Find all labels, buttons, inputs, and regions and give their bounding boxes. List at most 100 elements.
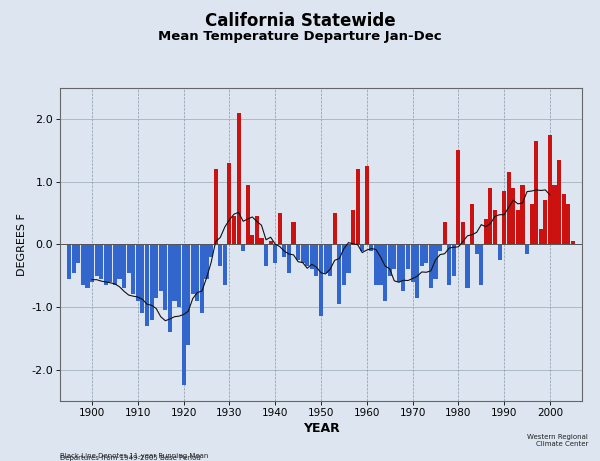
Bar [502, 191, 506, 244]
Bar [85, 244, 89, 288]
Bar [365, 166, 369, 244]
Bar [392, 244, 397, 269]
Bar [466, 244, 470, 288]
Bar [118, 244, 122, 279]
Bar [557, 160, 561, 244]
Bar [149, 244, 154, 319]
Bar [200, 244, 204, 313]
Bar [296, 244, 300, 260]
Bar [493, 210, 497, 244]
Bar [452, 244, 456, 276]
Bar [461, 222, 465, 244]
Bar [227, 163, 232, 244]
Bar [214, 169, 218, 244]
Bar [305, 244, 310, 266]
Bar [283, 244, 286, 257]
Bar [539, 229, 543, 244]
Bar [314, 244, 319, 276]
Bar [109, 244, 112, 282]
Bar [475, 244, 479, 254]
Bar [566, 204, 571, 244]
Bar [122, 244, 126, 288]
Bar [90, 244, 94, 282]
Bar [323, 244, 328, 272]
Bar [360, 244, 364, 251]
Bar [530, 204, 533, 244]
Bar [273, 244, 277, 263]
Bar [443, 222, 446, 244]
X-axis label: YEAR: YEAR [302, 422, 340, 435]
Bar [81, 244, 85, 285]
Bar [548, 135, 552, 244]
Bar [346, 244, 350, 272]
Bar [259, 238, 263, 244]
Bar [245, 185, 250, 244]
Bar [127, 244, 131, 272]
Bar [571, 241, 575, 244]
Bar [516, 210, 520, 244]
Bar [401, 244, 406, 291]
Y-axis label: DEGREES F: DEGREES F [17, 213, 27, 276]
Bar [319, 244, 323, 316]
Bar [177, 244, 181, 307]
Bar [497, 244, 502, 260]
Bar [145, 244, 149, 326]
Bar [332, 213, 337, 244]
Bar [429, 244, 433, 288]
Bar [488, 188, 493, 244]
Bar [182, 244, 185, 385]
Bar [406, 244, 410, 269]
Bar [163, 244, 167, 310]
Bar [131, 244, 136, 295]
Text: Western Regional
Climate Center: Western Regional Climate Center [527, 434, 588, 447]
Bar [520, 185, 524, 244]
Bar [553, 185, 557, 244]
Bar [310, 244, 314, 269]
Bar [388, 244, 392, 276]
Text: California Statewide: California Statewide [205, 12, 395, 30]
Bar [356, 169, 359, 244]
Bar [383, 244, 387, 301]
Bar [379, 244, 383, 285]
Bar [328, 244, 332, 276]
Bar [158, 244, 163, 291]
Bar [232, 216, 236, 244]
Bar [95, 244, 98, 276]
Bar [209, 244, 213, 257]
Bar [457, 150, 460, 244]
Bar [544, 201, 547, 244]
Bar [397, 244, 401, 282]
Bar [113, 244, 117, 285]
Bar [205, 244, 209, 279]
Bar [534, 141, 538, 244]
Bar [511, 188, 515, 244]
Bar [410, 244, 415, 282]
Bar [76, 244, 80, 263]
Bar [351, 210, 355, 244]
Bar [506, 172, 511, 244]
Bar [71, 244, 76, 272]
Bar [292, 222, 296, 244]
Bar [241, 244, 245, 251]
Bar [104, 244, 108, 285]
Bar [470, 204, 474, 244]
Bar [250, 235, 254, 244]
Bar [484, 219, 488, 244]
Bar [370, 244, 373, 251]
Bar [223, 244, 227, 285]
Bar [140, 244, 145, 313]
Bar [525, 244, 529, 254]
Bar [479, 244, 484, 285]
Text: Mean Temperature Departure Jan-Dec: Mean Temperature Departure Jan-Dec [158, 30, 442, 43]
Bar [433, 244, 437, 279]
Bar [264, 244, 268, 266]
Bar [269, 241, 272, 244]
Bar [67, 244, 71, 279]
Bar [99, 244, 103, 279]
Bar [154, 244, 158, 298]
Bar [172, 244, 176, 301]
Bar [236, 112, 241, 244]
Bar [287, 244, 291, 272]
Text: Departures from 1949-2005 Base Period: Departures from 1949-2005 Base Period [60, 455, 201, 461]
Bar [424, 244, 428, 263]
